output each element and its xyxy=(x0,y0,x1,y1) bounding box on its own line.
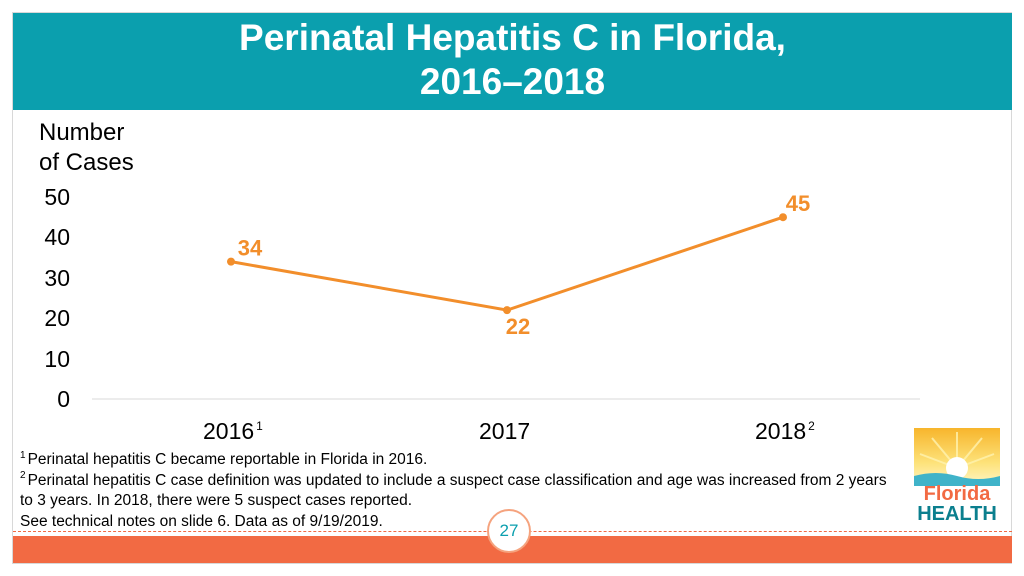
data-point xyxy=(779,213,787,222)
y-axis-label-line-1: Number xyxy=(39,119,125,146)
footnotes: 1 Perinatal hepatitis C became reportable… xyxy=(20,450,900,532)
x-tick-label: 2016 1 xyxy=(203,418,263,444)
title-line-2: 2016–2018 xyxy=(419,61,606,102)
x-tick-label: 2017 xyxy=(479,418,531,444)
title-line-1: Perinatal Hepatitis C in Florida, xyxy=(239,17,786,58)
data-label: 34 xyxy=(238,236,263,261)
data-label: 45 xyxy=(786,191,810,216)
florida-health-logo: Florida HEALTH xyxy=(914,428,1000,522)
slide-frame xyxy=(12,12,1012,564)
x-tick-superscript: 1 xyxy=(256,419,263,434)
footnote-1: 1 Perinatal hepatitis C became reportable… xyxy=(20,449,428,468)
title-banner xyxy=(13,13,1012,110)
y-axis-label: Number of Cases xyxy=(39,118,134,178)
y-axis-label-line-2: of Cases xyxy=(39,149,134,176)
data-point xyxy=(503,306,511,315)
data-label: 22 xyxy=(506,314,530,339)
y-tick-label: 30 xyxy=(44,264,70,291)
y-tick-label: 40 xyxy=(44,224,70,251)
logo-text-florida: Florida xyxy=(924,483,992,505)
y-tick-label: 50 xyxy=(44,184,70,210)
y-tick-label: 10 xyxy=(44,345,70,372)
technical-note: See technical notes on slide 6. Data as … xyxy=(20,512,383,530)
page-number: 27 xyxy=(487,509,531,553)
footnote-2: 2 Perinatal hepatitis C case definition w… xyxy=(20,470,887,509)
slide-title: Perinatal Hepatitis C in Florida, 2016–2… xyxy=(13,16,1012,104)
x-tick-label: 2018 2 xyxy=(755,418,815,444)
series-line xyxy=(230,215,784,312)
y-tick-label: 20 xyxy=(44,305,70,332)
y-tick-label: 0 xyxy=(57,386,70,412)
data-point xyxy=(227,257,235,266)
x-tick-superscript: 2 xyxy=(808,419,815,434)
logo-text-health: HEALTH xyxy=(917,503,997,522)
